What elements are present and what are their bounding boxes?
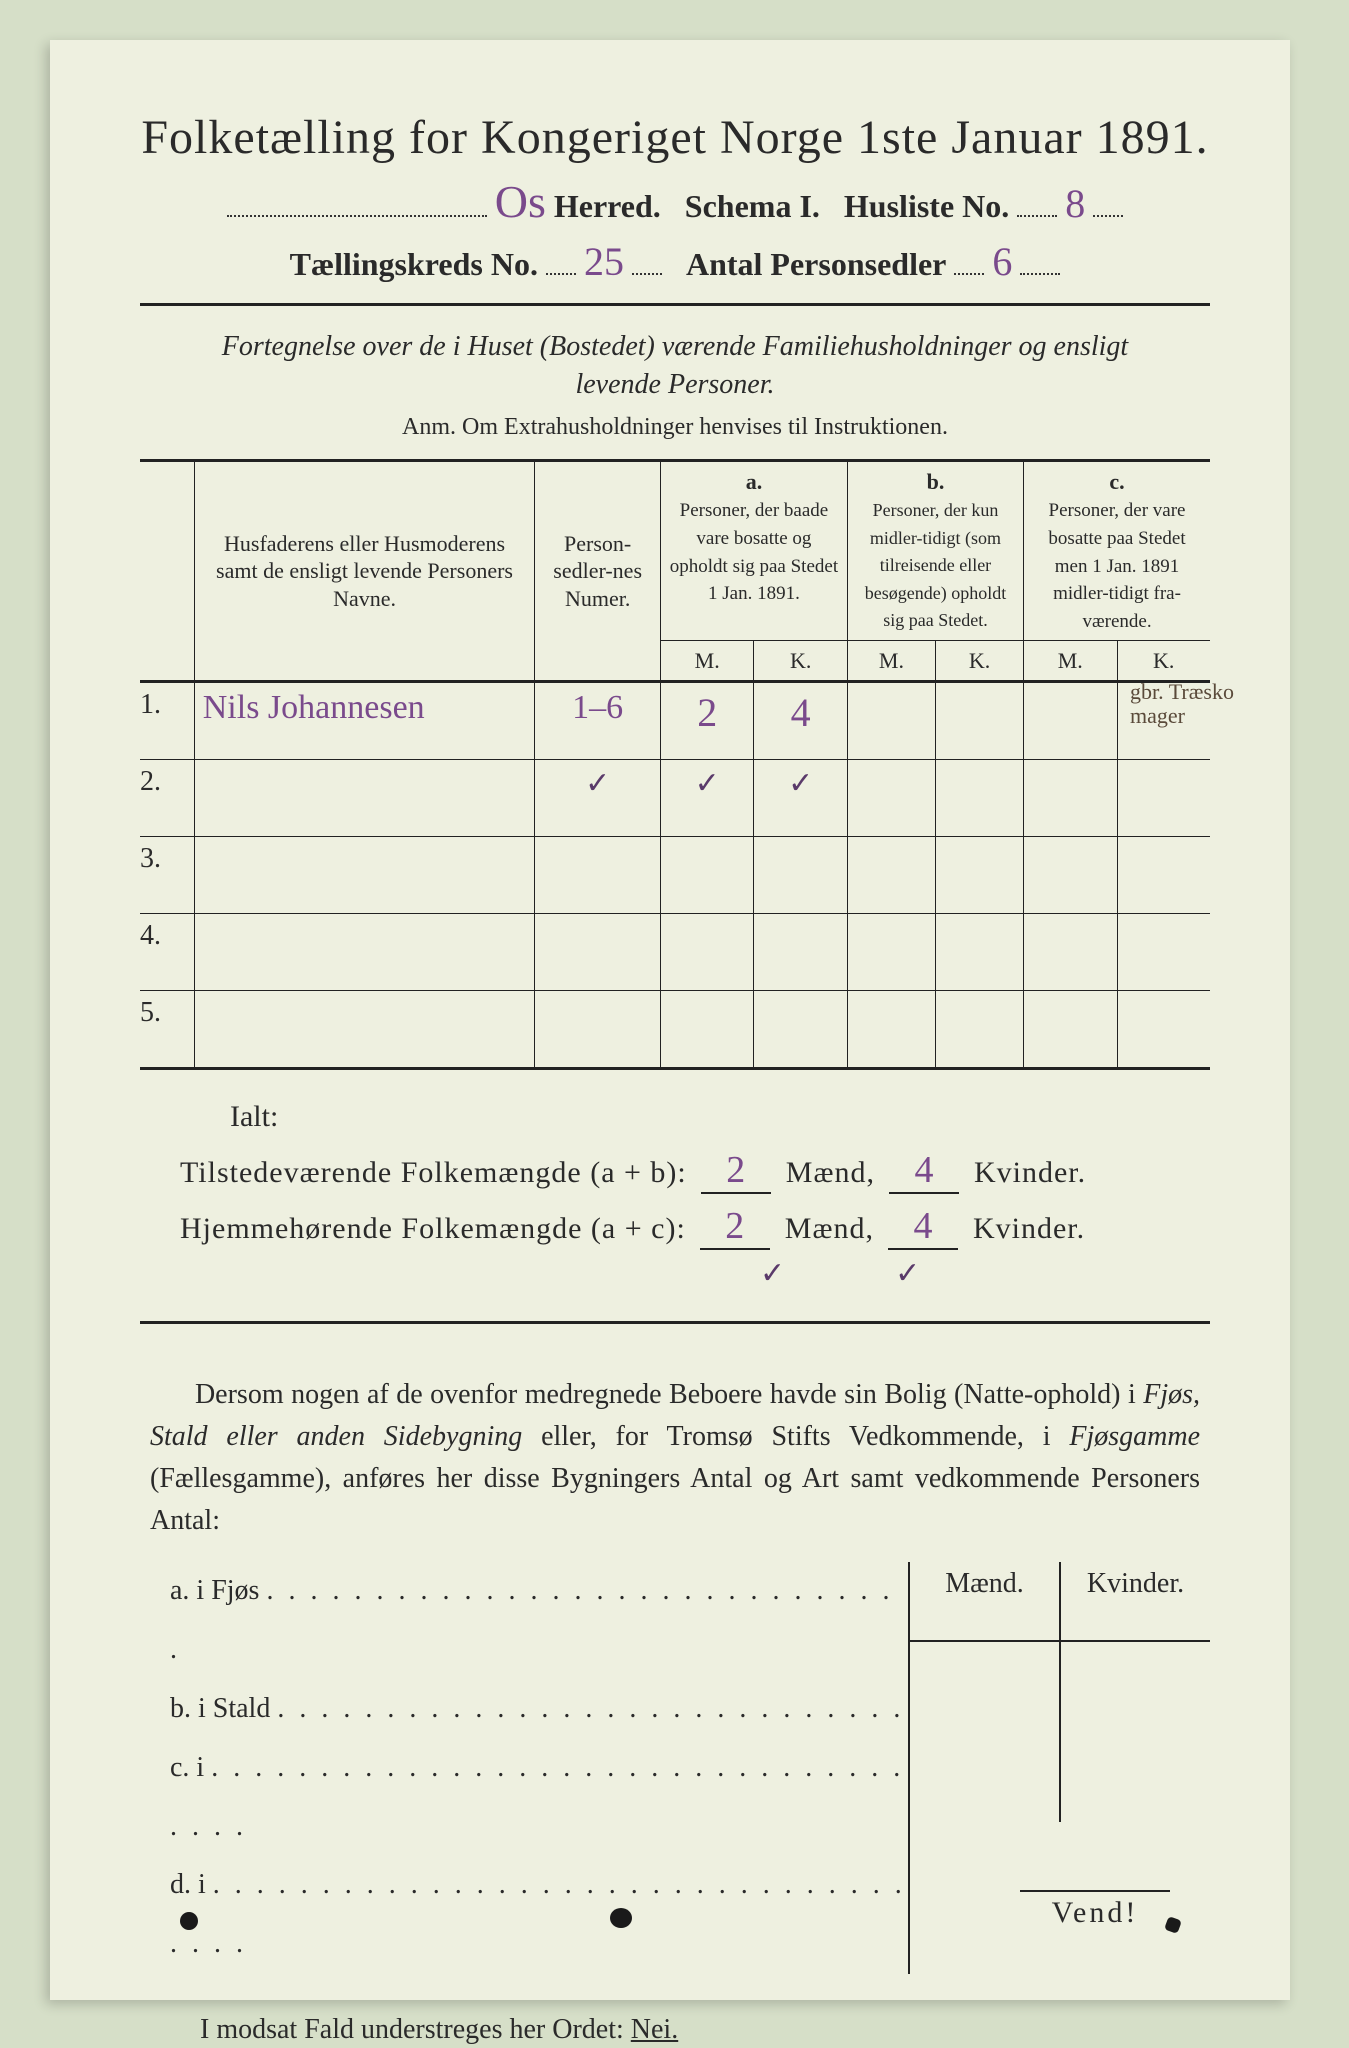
kreds-label: Tællingskreds No. (290, 246, 538, 282)
husliste-no-handwritten: 8 (1065, 180, 1085, 227)
col-c: Personer, der vare bosatte paa Stedet me… (1048, 500, 1185, 632)
col-b-m: M. (847, 640, 935, 682)
col-b-hdr: b. (927, 469, 945, 494)
side-col-maend: Mænd. (910, 1562, 1061, 1640)
vend-label: Vend! (1020, 1890, 1170, 1930)
col-a-hdr: a. (746, 469, 763, 494)
census-table: Husfaderens eller Husmoderens samt de en… (140, 459, 1210, 1071)
row1-numer: 1–6 (572, 689, 623, 727)
col-a: Personer, der baade vare bosatte og opho… (670, 500, 838, 604)
header-line-2: Tællingskreds No. 25 Antal Personsedler … (140, 238, 1210, 285)
page-title: Folketælling for Kongeriget Norge 1ste J… (140, 110, 1210, 165)
ink-dot (180, 1912, 198, 1930)
table-row: 1. Nils Johannesen 1–6 2 4 (140, 682, 1210, 760)
table-row: 5. (140, 991, 1210, 1069)
side-row-c: c. i . . . . . . . . . . . . . . . . . .… (170, 1739, 908, 1857)
ialt-label: Ialt: (230, 1100, 1210, 1134)
side-row-d: d. i . . . . . . . . . . . . . . . . . .… (170, 1856, 908, 1974)
table-row: 2. ✓ ✓ ✓ (140, 760, 1210, 837)
side-col-kvinder: Kvinder. (1061, 1562, 1210, 1640)
side-building-paragraph: Dersom nogen af de ovenfor medregnede Be… (150, 1374, 1200, 1542)
antal-label: Antal Personsedler (686, 246, 946, 282)
rule-2 (140, 1321, 1210, 1324)
side-row-a: a. i Fjøs . . . . . . . . . . . . . . . … (170, 1562, 908, 1680)
table-row: 3. (140, 837, 1210, 914)
side-row-b: b. i Stald . . . . . . . . . . . . . . .… (170, 1680, 908, 1739)
schema-label: Schema I. (685, 188, 820, 224)
rule-1 (140, 303, 1210, 306)
col-c-m: M. (1024, 640, 1117, 682)
col-names: Husfaderens eller Husmoderens samt de en… (216, 531, 513, 611)
row1-name: Nils Johannesen (203, 689, 425, 727)
totals-line-1: Tilstedeværende Folkemængde (a + b): 2 M… (180, 1148, 1210, 1194)
margin-note: gbr. Træsko mager (1130, 680, 1250, 728)
table-row: 4. (140, 914, 1210, 991)
herred-label: Herred. (554, 188, 661, 224)
nei-word: Nei. (631, 2014, 678, 2045)
closing-line: I modsat Fald understreges her Ordet: Ne… (200, 2014, 1210, 2046)
antal-handwritten: 6 (992, 238, 1012, 285)
totals-checks: ✓✓ (760, 1256, 1210, 1291)
col-a-m: M. (660, 640, 753, 682)
totals-line-2: Hjemmehørende Folkemængde (a + c): 2 Mæn… (180, 1204, 1210, 1250)
col-b-k: K. (935, 640, 1023, 682)
husliste-label: Husliste No. (844, 188, 1009, 224)
col-c-k: K. (1117, 640, 1210, 682)
col-c-hdr: c. (1109, 469, 1124, 494)
kreds-no-handwritten: 25 (584, 238, 624, 285)
herred-handwritten: Os (495, 175, 546, 228)
header-line-1: Os Herred. Schema I. Husliste No. 8 (140, 175, 1210, 228)
anm-note: Anm. Om Extrahusholdninger henvises til … (140, 414, 1210, 441)
description: Fortegnelse over de i Huset (Bostedet) v… (200, 328, 1150, 404)
col-numer: Person-sedler-nes Numer. (553, 531, 642, 611)
col-a-k: K. (754, 640, 847, 682)
col-b: Personer, der kun midler-tidigt (som til… (865, 500, 1006, 630)
ink-dot (610, 1908, 632, 1928)
